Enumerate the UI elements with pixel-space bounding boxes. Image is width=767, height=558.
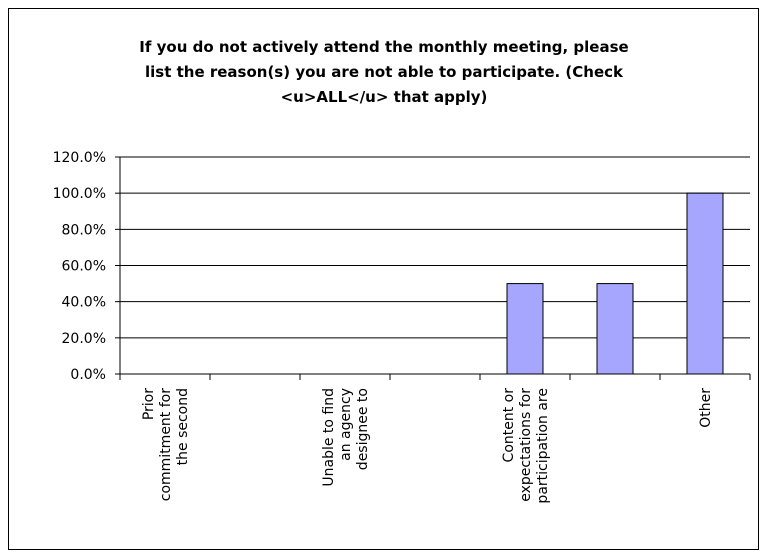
y-tick-label: 40.0% bbox=[62, 295, 106, 311]
x-tick-label-group: Content orexpectations forparticipation … bbox=[501, 388, 551, 504]
y-tick-label: 80.0% bbox=[62, 222, 106, 238]
y-tick-label: 0.0% bbox=[70, 367, 106, 383]
y-tick-label: 100.0% bbox=[53, 186, 106, 202]
x-tick-label: Priorcommitment forthe second bbox=[141, 388, 191, 501]
bar bbox=[506, 283, 544, 375]
chart-title: If you do not actively attend the monthl… bbox=[139, 38, 628, 106]
x-tick-label-group: Other bbox=[698, 388, 714, 428]
bar bbox=[596, 283, 634, 375]
y-tick-label: 120.0% bbox=[53, 150, 106, 166]
chart-frame bbox=[8, 8, 759, 550]
y-tick-label: 20.0% bbox=[62, 331, 106, 347]
x-tick-label-group: Unable to findan agencydesignee to bbox=[321, 388, 371, 487]
x-tick-label-group: Priorcommitment forthe second bbox=[141, 388, 191, 501]
x-tick-label: Content orexpectations forparticipation … bbox=[501, 388, 551, 504]
x-tick-label: Other bbox=[698, 388, 714, 428]
y-tick-label: 60.0% bbox=[62, 259, 106, 275]
bar bbox=[686, 192, 724, 375]
x-tick-label: Unable to findan agencydesignee to bbox=[321, 388, 371, 487]
